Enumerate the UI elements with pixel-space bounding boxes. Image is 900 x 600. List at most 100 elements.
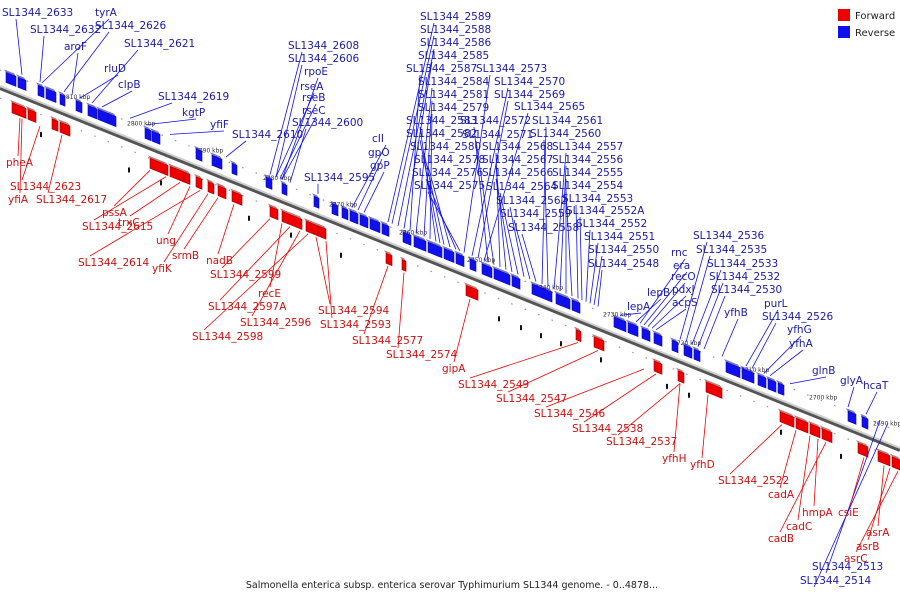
leader-line-forward: [163, 193, 209, 263]
leader-line-reverse: [269, 51, 303, 175]
gene-label-forward: SL1344_2596: [240, 317, 312, 329]
leader-line-reverse: [363, 171, 385, 213]
gene-block-edge: [36, 82, 44, 88]
leader-line-reverse: [513, 219, 531, 280]
gene-block: [313, 195, 320, 209]
gene-block-edge: [10, 99, 26, 109]
gene-label-forward: srmB: [172, 250, 199, 262]
leader-line-reverse: [635, 298, 662, 323]
leader-line-forward: [269, 223, 283, 288]
gene-label-reverse: SL1344_2589: [420, 11, 491, 23]
feature-marker: [128, 167, 130, 173]
gene-label-reverse: SL1344_2587: [406, 63, 477, 75]
leader-line-reverse: [145, 118, 197, 126]
gene-label-forward: SL1344_2599: [210, 269, 281, 281]
gene-block-edge: [74, 97, 82, 103]
leader-line-forward: [729, 424, 783, 475]
leader-line-reverse: [789, 376, 827, 385]
reverse-strand-genes: [4, 69, 869, 430]
gene-block: [455, 252, 465, 268]
gene-block: [627, 322, 639, 338]
leader-line-reverse: [499, 192, 519, 275]
gene-block-edge: [96, 106, 108, 114]
gene-block-edge: [820, 425, 832, 433]
gene-block-edge: [682, 342, 692, 349]
gene-label-reverse: SL1344_2565: [514, 101, 585, 113]
gene-block-edge: [86, 102, 97, 110]
scale-tick-label: 2710 kbp: [741, 367, 769, 374]
leader-line-reverse: [281, 116, 317, 180]
leader-line-reverse: [565, 191, 573, 297]
gene-label-forward: trxC: [118, 217, 140, 229]
leader-line-reverse: [543, 139, 549, 287]
gene-label-forward: SL1344_2577: [352, 335, 423, 347]
leader-line-reverse: [475, 140, 495, 265]
gene-label-forward: SL1344_2549: [458, 379, 529, 391]
gene-label-reverse: SL1344_2573: [476, 63, 547, 75]
gene-label-reverse: pdxJ: [672, 284, 695, 296]
gene-label-forward: hmpA: [802, 507, 834, 519]
gene-label-reverse: SL1344_2588: [420, 24, 491, 36]
gene-block-edge: [380, 220, 389, 227]
leader-line-forward: [219, 226, 291, 301]
feature-marker: [340, 252, 342, 258]
gene-block-edge: [530, 280, 552, 293]
gene-block-edge: [890, 453, 900, 460]
feature-marker: [780, 429, 782, 435]
gene-block-edge: [766, 375, 776, 383]
leader-line-reverse: [387, 22, 435, 223]
legend-reverse-swatch: [838, 26, 850, 38]
gene-block-edge: [150, 128, 160, 135]
feature-marker: [666, 383, 668, 389]
scale-tick-label: 2740 kbp: [535, 284, 563, 291]
gene-block-edge: [264, 173, 272, 180]
leader-line-reverse: [419, 139, 441, 244]
leader-line-forward: [849, 457, 865, 507]
gene-label-reverse: yfhB: [724, 307, 748, 319]
gene-label-reverse: purL: [764, 298, 788, 310]
gene-block: [593, 336, 605, 352]
gene-label-reverse: SL1344_2566: [482, 167, 554, 179]
gene-block: [757, 374, 767, 389]
scale-tick-label: 2800 kbp: [127, 120, 155, 127]
leader-line-forward: [325, 241, 333, 319]
leader-line-forward: [797, 435, 811, 521]
gene-label-reverse: SL1344_2579: [418, 102, 489, 114]
leader-line-forward: [469, 342, 579, 379]
gene-block-edge: [740, 365, 754, 374]
gene-label-reverse: SL1344_2533: [707, 258, 778, 270]
gene-label-reverse: kgtP: [182, 107, 205, 119]
gene-label-reverse: recO: [671, 271, 696, 283]
gene-label-reverse: SL1344_2572: [460, 115, 531, 127]
gene-label-reverse: cII: [372, 133, 384, 145]
gene-label-forward: SL1344_2547: [496, 393, 567, 405]
gene-label-reverse: rseB: [302, 92, 325, 104]
gene-block: [857, 442, 869, 458]
gene-block: [231, 162, 238, 176]
leader-line-forward: [251, 230, 301, 317]
leader-line-reverse: [813, 423, 889, 588]
gene-block-edge: [592, 333, 604, 341]
leader-line-reverse: [575, 204, 579, 299]
scale-tick-label: 2690 kbp: [873, 420, 900, 427]
gene-label-forward: SL1344_2623: [10, 181, 81, 193]
gene-label-reverse: yfhG: [787, 324, 812, 336]
gene-block-edge: [316, 222, 326, 230]
gene-block-edge: [492, 265, 510, 276]
gene-label-reverse: rseC: [302, 105, 326, 117]
leader-line-reverse: [703, 295, 726, 350]
gene-label-reverse: yfiF: [210, 119, 229, 131]
gene-block-edge: [340, 204, 348, 210]
gene-label-reverse: tyrA: [95, 7, 118, 19]
gene-label-forward: gipA: [442, 363, 466, 375]
leader-line-reverse: [697, 282, 724, 347]
leader-line-reverse: [391, 35, 435, 224]
gene-block-edge: [194, 145, 202, 152]
gene-label-reverse: glnB: [812, 365, 835, 377]
leader-line-reverse: [423, 100, 433, 237]
reverse-leader-lines: [15, 18, 889, 588]
leader-line-reverse: [39, 35, 45, 83]
gene-label-reverse: lepB: [647, 287, 670, 299]
gene-label-reverse: SL1344_2560: [530, 128, 601, 140]
gene-block-edge: [401, 229, 411, 236]
